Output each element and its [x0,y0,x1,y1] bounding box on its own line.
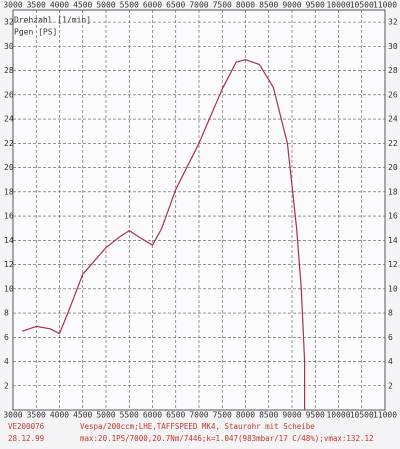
y-tick-label: 22 [4,139,14,148]
footer-id: VE200076 [8,422,45,431]
x-tick-label: 9500 [306,411,325,420]
x-tick-label: 6000 [143,1,162,10]
footer-date: 28.12.99 [8,434,44,443]
y-tick-label: 12 [388,260,398,269]
x-tick-label: 7000 [189,411,208,420]
x-tick-label: 11000 [373,1,397,10]
x-tick-label: 10000 [326,411,350,420]
x-tick-label: 8500 [259,1,278,10]
x-tick-label: 6000 [143,411,162,420]
y-tick-label: 10 [388,284,398,293]
y-tick-label: 18 [4,187,14,196]
x-tick-label: 3500 [27,1,46,10]
line-series [22,59,306,410]
x-axis-label: Drehzahl [1/min] [14,16,91,25]
y-tick-label: 8 [388,309,393,318]
x-tick-label: 3000 [3,411,22,420]
x-tick-label: 5000 [96,411,115,420]
x-tick-label: 3500 [27,411,46,420]
x-tick-label: 4000 [50,411,69,420]
x-tick-label: 4500 [73,411,92,420]
x-tick-label: 5500 [120,1,139,10]
y-tick-label: 10 [4,284,14,293]
y-tick-label: 16 [4,212,14,221]
x-tick-label: 4000 [50,1,69,10]
y-tick-label: 2 [4,381,9,390]
footer-desc: Vespa/200ccm;LHE,TAFFSPEED MK4, Staurohr… [80,422,315,431]
y-tick-label: 6 [4,333,9,342]
y-tick-label: 26 [4,90,14,99]
x-tick-label: 8500 [259,411,278,420]
y-tick-label: 4 [4,357,9,366]
x-tick-label: 7500 [213,1,232,10]
y-tick-label: 2 [388,381,393,390]
y-tick-label: 20 [388,163,398,172]
y-tick-label: 28 [4,66,14,75]
y-tick-label: 24 [388,115,398,124]
y-tick-label: 22 [388,139,398,148]
y-tick-label: 6 [388,333,393,342]
x-tick-label: 7500 [213,411,232,420]
y-tick-label: 8 [4,309,9,318]
y-tick-label: 30 [4,42,14,51]
y-tick-label: 32 [388,18,398,27]
x-tick-label: 11000 [373,411,397,420]
y-tick-label: 32 [4,18,14,27]
y-tick-label: 16 [388,212,398,221]
x-tick-label: 8000 [236,411,255,420]
x-tick-label: 4500 [73,1,92,10]
x-tick-label: 7000 [189,1,208,10]
y-tick-label: 12 [4,260,14,269]
x-tick-label: 8000 [236,1,255,10]
x-tick-label: 10500 [350,411,374,420]
y-tick-label: 14 [4,236,14,245]
x-tick-label: 9000 [282,1,301,10]
x-tick-label: 10500 [350,1,374,10]
x-tick-label: 5000 [96,1,115,10]
y-tick-label: 30 [388,42,398,51]
x-tick-label: 10000 [326,1,350,10]
y-tick-label: 14 [388,236,398,245]
y-tick-label: 20 [4,163,14,172]
y-tick-label: 18 [388,187,398,196]
y-tick-label: 26 [388,90,398,99]
x-tick-label: 5500 [120,411,139,420]
x-tick-label: 6500 [166,411,185,420]
y-tick-label: 4 [388,357,393,366]
y-tick-label: 24 [4,115,14,124]
y-axis-label: Pgen [PS] [14,28,57,37]
x-tick-label: 3000 [3,1,22,10]
footer-stats: max:20.1PS/7000,20.7Nm/7446;k=1.047(983m… [80,434,374,443]
x-tick-label: 6500 [166,1,185,10]
x-tick-label: 9500 [306,1,325,10]
x-tick-label: 9000 [282,411,301,420]
y-tick-label: 28 [388,66,398,75]
